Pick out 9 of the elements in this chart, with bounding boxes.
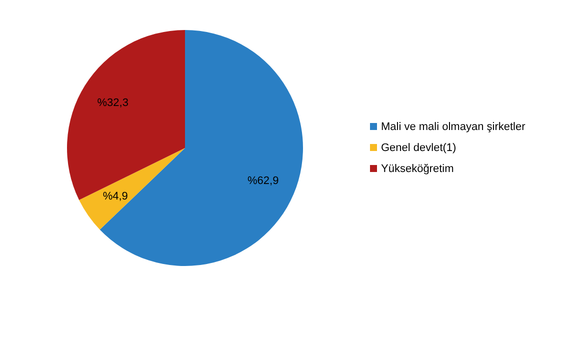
data-label: %32,3 [97, 96, 128, 109]
pie-slice [79, 148, 185, 230]
pie-slice [67, 30, 185, 200]
legend-label: Genel devlet(1) [381, 142, 456, 154]
pie-slice [100, 30, 303, 266]
legend-label: Yükseköğretim [381, 162, 454, 175]
data-label: %62,9 [248, 175, 279, 188]
data-label: %4,9 [102, 190, 128, 203]
legend-label: Mali ve mali olmayan şirketler [381, 120, 526, 133]
